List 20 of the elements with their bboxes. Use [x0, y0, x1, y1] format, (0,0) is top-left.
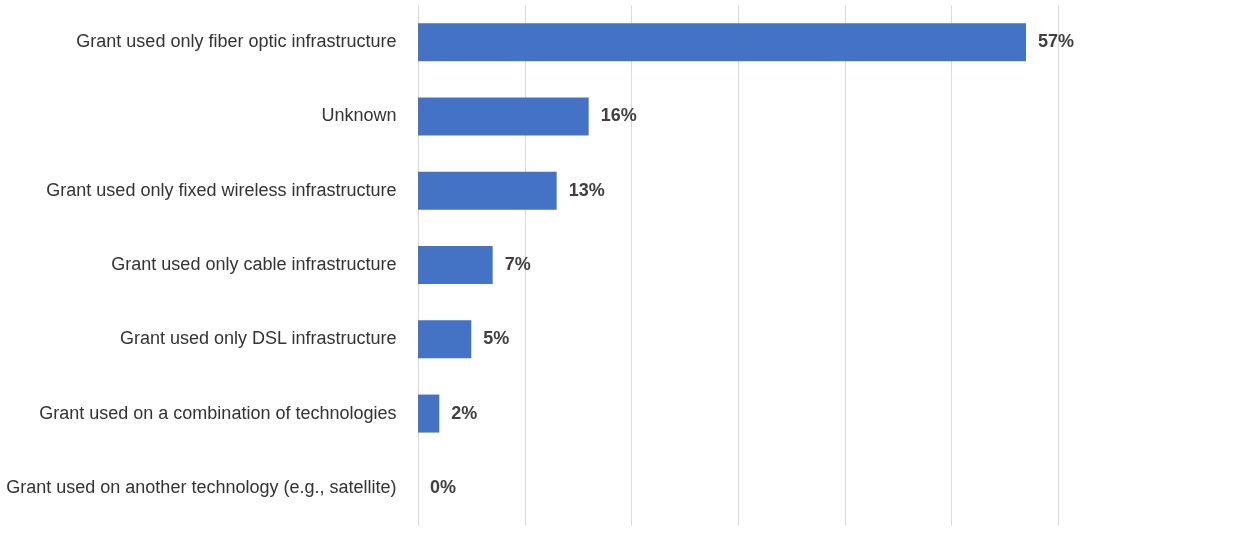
bar	[418, 171, 557, 210]
bar	[418, 394, 440, 433]
bar	[418, 246, 493, 284]
y-tick-label: Grant used only cable infrastructure	[111, 254, 397, 274]
y-tick-label: Unknown	[321, 105, 397, 126]
data-label: 0%	[430, 476, 457, 497]
bar	[418, 320, 472, 359]
data-label: 2%	[451, 402, 478, 423]
y-tick-label: Grant used on another technology (e.g., satellite)	[6, 476, 397, 497]
data-label: 13%	[568, 179, 605, 200]
y-tick-label: Grant used only DSL infrastructure	[120, 328, 397, 349]
data-label: 5%	[483, 328, 510, 349]
bar	[418, 97, 589, 136]
data-label: 57%	[1038, 31, 1075, 52]
bar	[418, 23, 1026, 62]
y-tick-label: Grant used only fiber optic infrastructure	[76, 31, 397, 52]
data-label: 7%	[504, 254, 531, 274]
y-tick-label: Grant used on a combination of technologies	[39, 402, 397, 423]
y-tick-label: Grant used only fixed wireless infrastructure	[46, 179, 397, 200]
data-label: 16%	[600, 105, 637, 126]
